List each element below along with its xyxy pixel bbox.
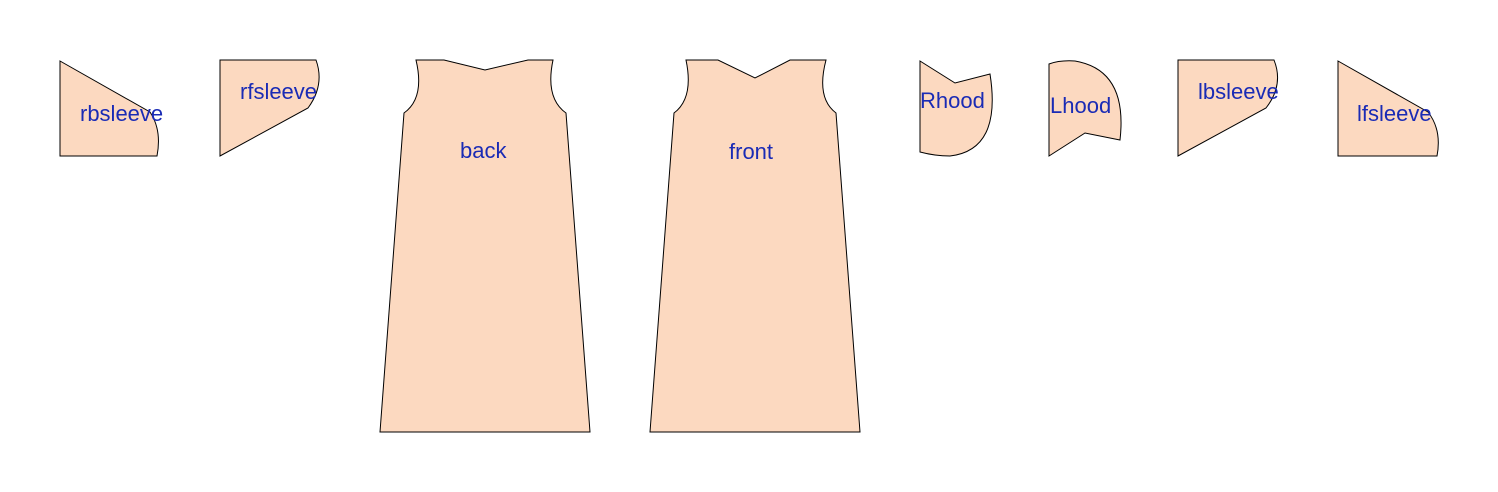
piece-lhood[interactable]: Lhood xyxy=(1048,60,1122,157)
piece-lhood-shape xyxy=(1048,60,1122,157)
piece-rfsleeve-shape xyxy=(219,59,320,157)
piece-back-shape xyxy=(379,59,591,433)
piece-lfsleeve-shape xyxy=(1337,60,1439,157)
piece-front[interactable]: front xyxy=(649,59,861,433)
piece-front-label: front xyxy=(729,139,773,164)
piece-rbsleeve[interactable]: rbsleeve xyxy=(59,60,163,157)
piece-back[interactable]: back xyxy=(379,59,591,433)
piece-lbsleeve-shape xyxy=(1177,59,1279,157)
piece-lbsleeve-label: lbsleeve xyxy=(1198,79,1279,104)
piece-lhood-label: Lhood xyxy=(1050,93,1111,118)
piece-rbsleeve-label: rbsleeve xyxy=(80,101,163,126)
piece-rhood-label: Rhood xyxy=(920,88,985,113)
piece-rbsleeve-shape xyxy=(59,60,159,157)
piece-back-label: back xyxy=(460,138,507,163)
piece-front-shape xyxy=(649,59,861,433)
piece-rfsleeve[interactable]: rfsleeve xyxy=(219,59,320,157)
piece-rhood[interactable]: Rhood xyxy=(919,60,993,157)
piece-rfsleeve-label: rfsleeve xyxy=(240,79,317,104)
piece-lbsleeve[interactable]: lbsleeve xyxy=(1177,59,1279,157)
piece-lfsleeve-label: lfsleeve xyxy=(1357,101,1432,126)
piece-rhood-shape xyxy=(919,60,993,157)
piece-lfsleeve[interactable]: lfsleeve xyxy=(1337,60,1439,157)
